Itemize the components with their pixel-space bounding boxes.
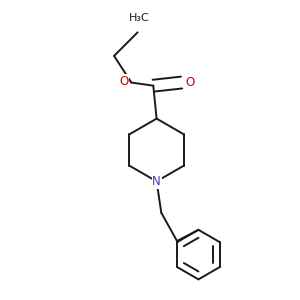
Text: N: N: [152, 175, 161, 188]
Text: O: O: [185, 76, 194, 89]
Text: O: O: [119, 75, 129, 88]
Text: H₃C: H₃C: [129, 13, 150, 23]
